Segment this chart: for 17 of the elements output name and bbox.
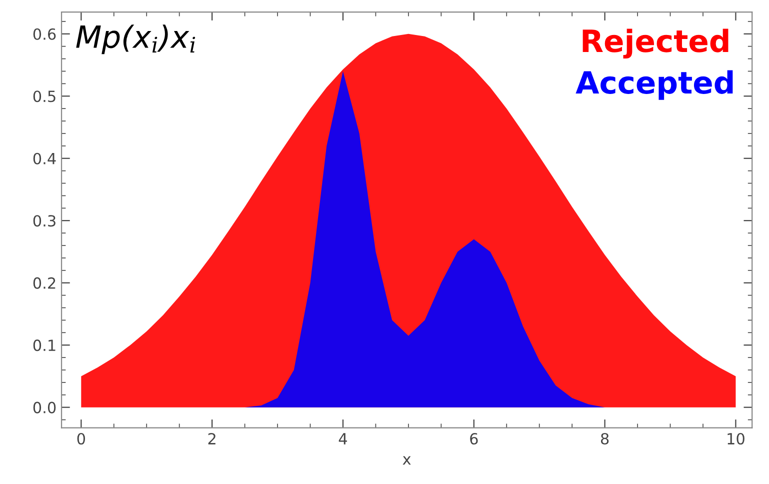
annotation: Mp(x$_{i}$)x$_{i}$ xyxy=(76,24,196,54)
x-tick-label: 8 xyxy=(600,432,609,445)
y-tick-label: 0.1 xyxy=(33,340,56,352)
x-axis-title: x xyxy=(402,456,411,465)
x-tick-label: 0 xyxy=(77,432,86,445)
x-tick-label: 6 xyxy=(470,432,478,445)
y-tick-label: 0.0 xyxy=(33,402,56,414)
x-tick-label: 4 xyxy=(338,433,347,444)
y-tick-label: 0.2 xyxy=(33,277,56,289)
y-tick-label: 0.3 xyxy=(33,215,56,227)
text: Accepted xyxy=(576,70,733,100)
text: Rejected xyxy=(582,28,728,59)
x-tick-label: 2 xyxy=(208,432,216,444)
y-tick-label: 0.6 xyxy=(33,28,56,40)
x-tick-label: 10 xyxy=(728,432,744,445)
y-tick-label: 0.5 xyxy=(33,90,56,102)
y-tick-label: 0.4 xyxy=(33,152,56,164)
